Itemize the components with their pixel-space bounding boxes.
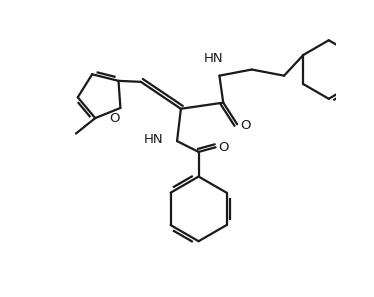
Text: O: O xyxy=(219,141,229,154)
Text: O: O xyxy=(240,119,251,132)
Text: HN: HN xyxy=(144,133,163,146)
Text: O: O xyxy=(109,112,120,125)
Text: HN: HN xyxy=(203,52,223,65)
